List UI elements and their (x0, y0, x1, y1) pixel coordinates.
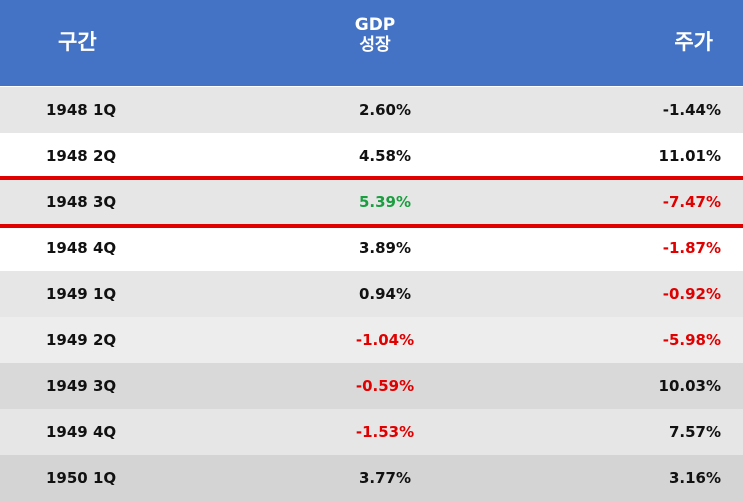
table-row: 1948 2Q 4.58% 11.01% (0, 133, 743, 179)
cell-period: 1948 4Q (46, 239, 117, 257)
cell-stock-change: -5.98% (662, 331, 721, 349)
cell-stock-change: 3.16% (668, 469, 721, 487)
cell-gdp-growth: 0.94% (358, 285, 412, 303)
cell-gdp-growth: -0.59% (355, 377, 415, 395)
cell-gdp-growth: -1.53% (355, 423, 415, 441)
cell-gdp-growth: 3.77% (358, 469, 412, 487)
cell-period: 1949 1Q (46, 285, 117, 303)
cell-stock-change: 10.03% (658, 377, 721, 395)
cell-stock-change: 11.01% (658, 147, 721, 165)
table-row: 1949 1Q 0.94% -0.92% (0, 271, 743, 317)
cell-period: 1950 1Q (46, 469, 117, 487)
table-row: 1948 4Q 3.89% -1.87% (0, 225, 743, 271)
table-header: 구간 GDP 성장 주가 (0, 0, 743, 86)
cell-period: 1948 2Q (46, 147, 117, 165)
cell-period: 1948 3Q (46, 193, 117, 211)
cell-stock-change: -1.44% (662, 101, 721, 119)
highlight-line-bottom (0, 224, 743, 228)
table-row: 1949 2Q -1.04% -5.98% (0, 317, 743, 363)
cell-stock-change: -1.87% (662, 239, 721, 257)
cell-stock-change: -7.47% (662, 193, 721, 211)
cell-stock-change: 7.57% (668, 423, 721, 441)
cell-gdp-growth: 4.58% (358, 147, 412, 165)
header-gdp-line1: GDP (354, 15, 396, 35)
header-gdp-line2: 성장 (359, 35, 391, 55)
cell-period: 1948 1Q (46, 101, 117, 119)
cell-gdp-growth: 5.39% (358, 193, 412, 211)
cell-period: 1949 2Q (46, 331, 117, 349)
header-stock: 주가 (674, 30, 713, 54)
table-row: 1948 1Q 2.60% -1.44% (0, 87, 743, 133)
cell-gdp-growth: 3.89% (358, 239, 412, 257)
table-row: 1948 3Q 5.39% -7.47% (0, 179, 743, 225)
cell-gdp-growth: 2.60% (358, 101, 412, 119)
cell-period: 1949 4Q (46, 423, 117, 441)
table-row: 1950 1Q 3.77% 3.16% (0, 455, 743, 501)
cell-period: 1949 3Q (46, 377, 117, 395)
cell-gdp-growth: -1.04% (355, 331, 415, 349)
table-row: 1949 3Q -0.59% 10.03% (0, 363, 743, 409)
cell-stock-change: -0.92% (662, 285, 721, 303)
header-gdp-growth: GDP 성장 (340, 15, 410, 55)
header-period: 구간 (58, 30, 97, 54)
table-row: 1949 4Q -1.53% 7.57% (0, 409, 743, 455)
highlight-line-top (0, 176, 743, 180)
